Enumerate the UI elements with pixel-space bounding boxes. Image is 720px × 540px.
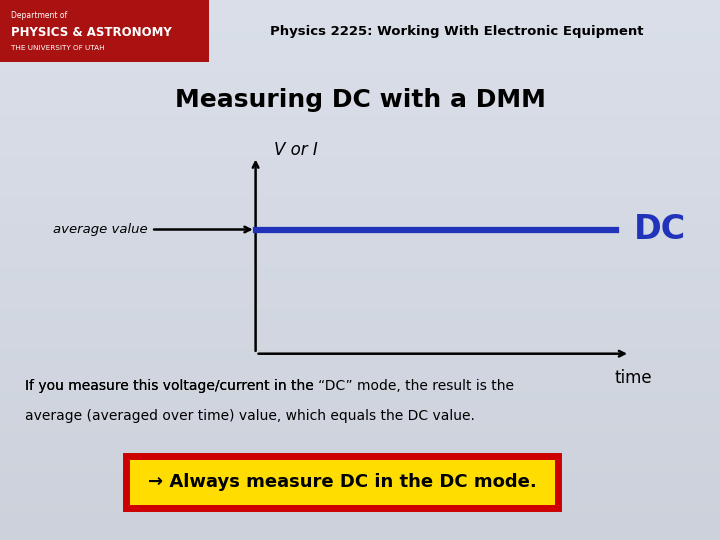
Text: If you measure this voltage/current in the “DC” mode, the result is the: If you measure this voltage/current in t… <box>25 379 514 393</box>
Text: PHYSICS & ASTRONOMY: PHYSICS & ASTRONOMY <box>11 26 171 39</box>
Text: Measuring DC with a DMM: Measuring DC with a DMM <box>174 88 546 112</box>
Bar <box>0 0 209 62</box>
Text: average value: average value <box>53 223 148 236</box>
Text: If you measure this voltage/current in the: If you measure this voltage/current in t… <box>25 379 318 393</box>
Text: THE UNIVERSITY OF UTAH: THE UNIVERSITY OF UTAH <box>11 45 104 51</box>
Text: Department of: Department of <box>11 11 67 20</box>
Text: V or I: V or I <box>274 140 318 159</box>
Text: If you measure this voltage/current in the “DC” mode, the result is the: If you measure this voltage/current in t… <box>25 379 514 393</box>
Text: average (averaged over time) value, which equals the DC value.: average (averaged over time) value, whic… <box>25 409 475 423</box>
Text: DC: DC <box>634 213 686 246</box>
FancyBboxPatch shape <box>126 456 558 508</box>
Text: Physics 2225: Working With Electronic Equipment: Physics 2225: Working With Electronic Eq… <box>271 24 644 38</box>
Text: time: time <box>615 369 652 387</box>
Text: → Always measure DC in the DC mode.: → Always measure DC in the DC mode. <box>148 473 536 491</box>
